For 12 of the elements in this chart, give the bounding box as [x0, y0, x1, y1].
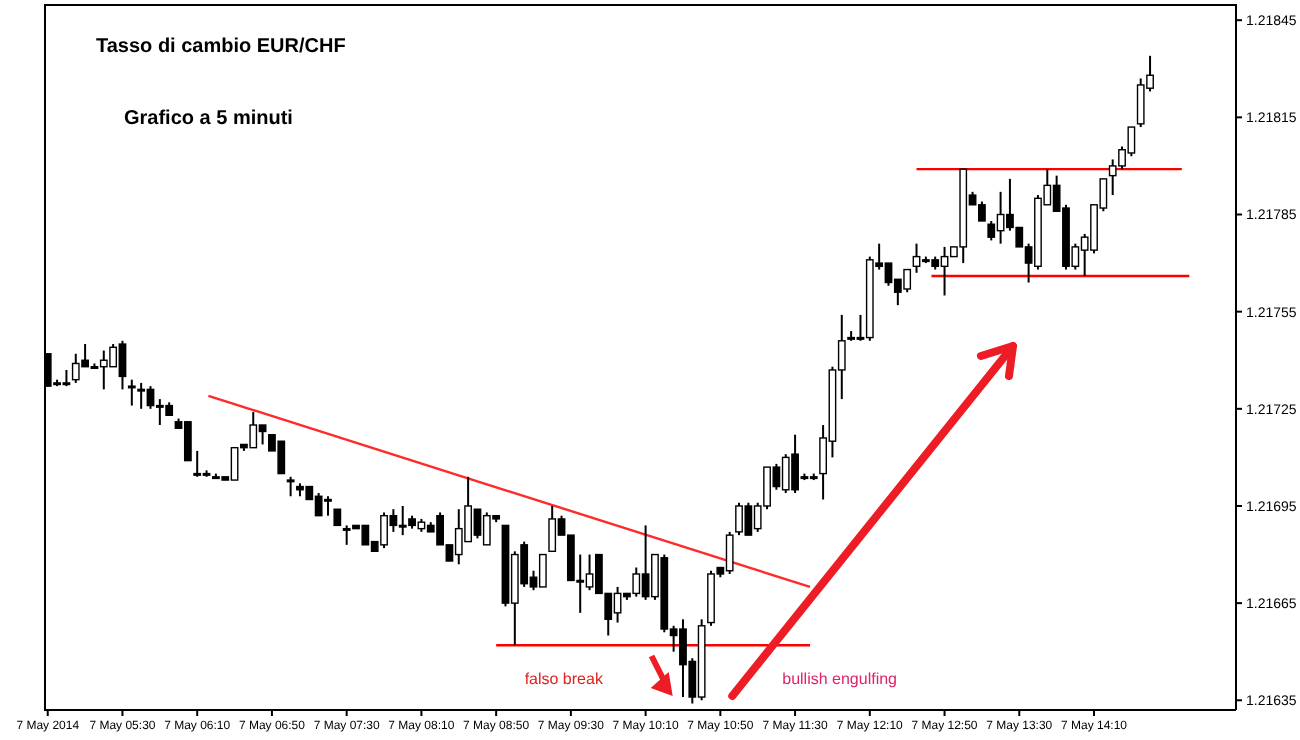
text: Grafico a 5 minuti	[124, 108, 293, 130]
candlestick	[183, 421, 192, 462]
candlestick	[987, 219, 996, 242]
candlestick	[127, 378, 136, 407]
candlestick	[548, 504, 557, 553]
candlestick	[286, 475, 295, 498]
annotation: falso break	[524, 670, 603, 688]
candlestick	[193, 449, 202, 478]
candlestick	[137, 381, 146, 410]
text: Tasso di cambio EUR/CHF	[96, 36, 346, 58]
annotation: bullish engulfing	[782, 670, 897, 688]
candlestick	[538, 553, 547, 588]
